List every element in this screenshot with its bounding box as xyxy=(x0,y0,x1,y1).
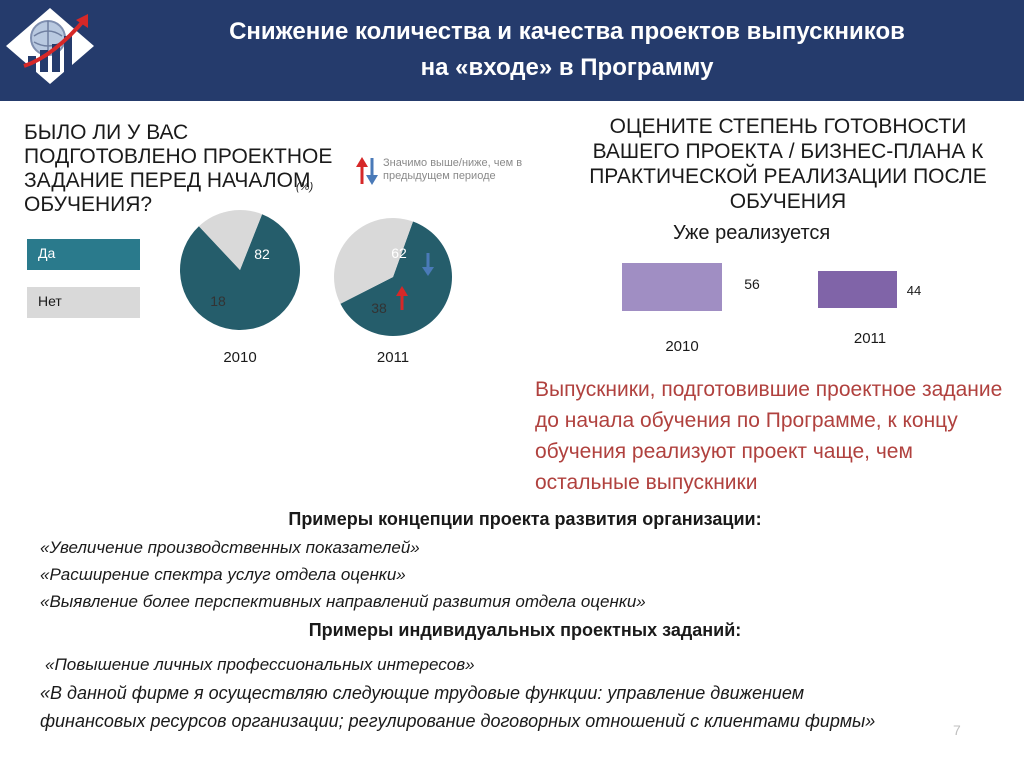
legend-yes-label: Да xyxy=(38,245,56,261)
page-title: Снижение количества и качества проектов … xyxy=(110,14,1024,86)
pie-2011-slice-1 xyxy=(333,217,413,304)
unit-label: (%) xyxy=(296,181,314,193)
legend-yes: Да xyxy=(27,239,140,270)
individual-example-1: «Повышение личных профессиональных интер… xyxy=(45,655,475,674)
pie-2011-slice-0 xyxy=(340,221,452,337)
right-question: ОЦЕНИТЕ СТЕПЕНЬ ГОТОВНОСТИ ВАШЕГО ПРОЕКТ… xyxy=(589,115,987,213)
legend-no: Нет xyxy=(27,287,140,318)
pie-2011-value-0: 62 xyxy=(391,245,407,261)
pie-2010-value-0: 82 xyxy=(254,246,270,262)
concept-example-3: «Выявление более перспективных направлен… xyxy=(40,592,646,611)
title-line-1: Снижение количества и качества проектов … xyxy=(229,18,905,45)
bar-2010-category-label: 2010 xyxy=(665,338,698,355)
individual-example-2-line-2: финансовых ресурсов организации; регулир… xyxy=(40,711,876,731)
pie-2010-year-label: 2010 xyxy=(223,349,256,366)
pie-2011-year-label: 2011 xyxy=(377,349,409,366)
header-bar: Снижение количества и качества проектов … xyxy=(0,0,1024,101)
concept-example-2: «Расширение спектра услуг отдела оценки» xyxy=(40,565,406,584)
individual-examples-heading: Примеры индивидуальных проектных заданий… xyxy=(308,620,742,640)
bar-2010 xyxy=(622,263,722,311)
conclusion-note: Выпускники, подготовившие проектное зада… xyxy=(535,378,1003,494)
individual-example-2-line-1: «В данной фирме я осуществляю следующие … xyxy=(40,683,805,703)
growth-chart-logo-icon xyxy=(6,8,94,84)
bar-2011-category-label: 2011 xyxy=(854,330,886,347)
significance-up-icon xyxy=(396,286,408,310)
title-line-2: на «входе» в Программу xyxy=(420,54,714,81)
concept-examples-heading: Примеры концепции проекта развития орган… xyxy=(288,509,762,529)
right-subtitle: Уже реализуется xyxy=(673,222,831,244)
bar-2011-value: 44 xyxy=(907,283,921,298)
concept-example-1: «Увеличение производственных показателей… xyxy=(40,538,420,557)
pie-2010-value-1: 18 xyxy=(210,293,226,309)
pie-2011-value-1: 38 xyxy=(371,300,387,316)
bar-2010-value: 56 xyxy=(744,276,760,292)
left-question: БЫЛО ЛИ У ВАС ПОДГОТОВЛЕНО ПРОЕКТНОЕ ЗАД… xyxy=(24,121,333,216)
significance-down-icon xyxy=(422,253,434,276)
pie-2010-slice-1 xyxy=(198,210,263,270)
significance-arrows-icon xyxy=(356,157,378,185)
page-number: 7 xyxy=(953,722,961,738)
bar-2011 xyxy=(818,271,897,308)
significance-note: Значимо выше/ниже, чем в предыдущем пери… xyxy=(383,157,523,182)
pie-2010-slice-0 xyxy=(179,214,300,330)
bar-chart: 56 2010 44 2011 xyxy=(622,263,921,355)
legend-no-label: Нет xyxy=(38,293,62,309)
